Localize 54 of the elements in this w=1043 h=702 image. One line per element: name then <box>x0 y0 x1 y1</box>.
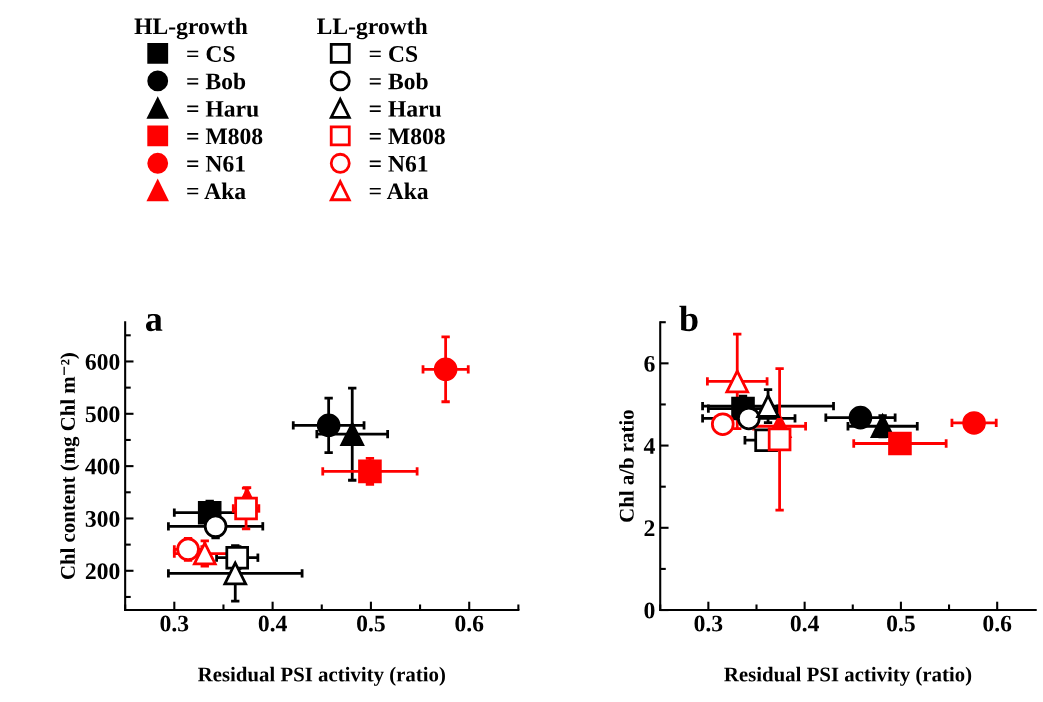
x-tick-label: 0.4 <box>258 615 287 632</box>
text: LL-growth <box>317 17 428 40</box>
x-tick-label: 0.4 <box>790 615 819 632</box>
legend-label: = Haru <box>369 101 442 117</box>
legend-label: = Bob <box>369 72 428 90</box>
y-tick-label: 300 <box>85 510 120 527</box>
y-tick-label: 500 <box>85 406 120 423</box>
y-tick-label: 200 <box>85 563 120 580</box>
point <box>756 394 780 418</box>
legend-label: = CS <box>369 46 418 62</box>
point <box>888 431 912 456</box>
point <box>316 413 341 438</box>
point <box>725 369 750 394</box>
x-tick-label: 0.6 <box>455 615 484 632</box>
y-tick-label: 4 <box>643 438 655 454</box>
legend-label: = Bob <box>187 72 246 90</box>
point <box>767 427 792 452</box>
point <box>234 496 258 521</box>
y-axis-title: Chl a/b ratio <box>619 410 634 522</box>
point <box>225 545 250 570</box>
chart-title: b <box>679 305 698 332</box>
legend-label: = Aka <box>369 182 429 200</box>
legend-label: = M808 <box>187 128 263 145</box>
point <box>223 561 248 586</box>
point <box>870 414 895 439</box>
y-tick-label: 400 <box>85 458 120 475</box>
legend-label: = Aka <box>187 182 246 200</box>
x-axis-title: Residual PSI activity (ratio) <box>724 666 972 686</box>
legend-label: = N61 <box>187 155 245 172</box>
x-tick-label: 0.5 <box>887 615 915 632</box>
text: HL-growth <box>134 17 248 40</box>
y-tick-label: 2 <box>644 520 655 536</box>
y-tick-label: 6 <box>644 355 655 372</box>
point <box>848 405 873 430</box>
y-axis-title: Chl content (mg Chl m⁻²) <box>60 353 80 580</box>
legend-label: = M808 <box>369 128 445 145</box>
x-tick-label: 0.3 <box>160 615 189 632</box>
x-tick-label: 0.3 <box>694 615 723 632</box>
legend-label: = CS <box>187 46 235 62</box>
y-tick-label: 600 <box>85 353 120 370</box>
y-tick-label: 0 <box>644 602 655 619</box>
x-axis-title: Residual PSI activity (ratio) <box>198 666 445 686</box>
point <box>203 514 228 539</box>
point <box>433 357 458 382</box>
legend-label: = N61 <box>369 155 428 172</box>
point <box>340 422 365 447</box>
point <box>358 459 382 484</box>
point <box>736 406 761 431</box>
legend-label: = Haru <box>187 101 259 117</box>
x-tick-label: 0.6 <box>983 615 1012 632</box>
x-tick-label: 0.5 <box>357 615 385 632</box>
chart-title: a <box>145 313 163 332</box>
point <box>710 412 735 436</box>
point <box>962 411 986 435</box>
